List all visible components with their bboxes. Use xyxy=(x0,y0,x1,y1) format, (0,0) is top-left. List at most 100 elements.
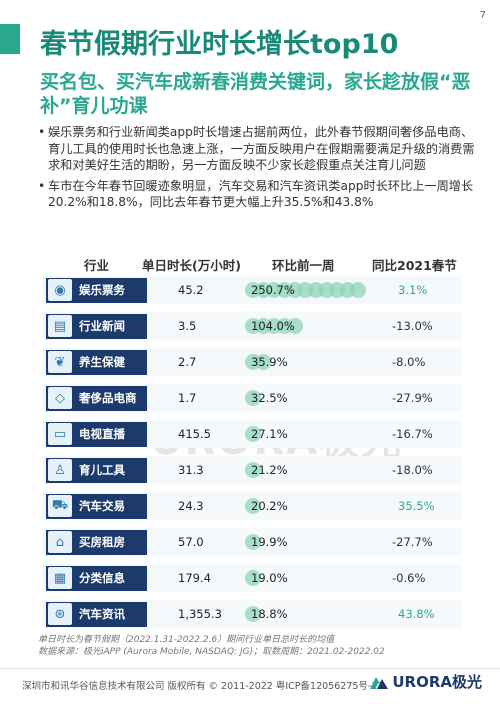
aurora-logo-icon xyxy=(370,676,389,689)
wow-dot xyxy=(245,606,261,622)
tv-icon: ▭ xyxy=(48,423,72,445)
table-row: ◉ 娱乐票务 45.2 250.7% 3.1% xyxy=(0,276,500,304)
yoy-value: -16.7% xyxy=(392,427,433,441)
wow-value: 21.2% xyxy=(251,463,288,477)
daily-hours: 2.7 xyxy=(178,355,197,369)
wow-dot-chart xyxy=(245,570,261,586)
header-yoy: 同比2021春节 xyxy=(372,258,457,273)
yoy-value: 43.8% xyxy=(398,607,435,621)
steering-wheel-icon: ⊛ xyxy=(48,603,72,625)
wow-dot-chart xyxy=(245,462,261,478)
wow-dot-bar xyxy=(244,316,369,336)
wow-dot xyxy=(245,462,261,478)
industry-name: 养生保健 xyxy=(79,355,125,369)
yoy-value: -8.0% xyxy=(392,355,426,369)
industry-name: 娱乐票务 xyxy=(79,283,125,297)
brand-logo: URORA极光 xyxy=(370,671,482,692)
wow-dot-bar xyxy=(244,352,369,372)
daily-hours: 3.5 xyxy=(178,319,197,333)
wow-value: 18.8% xyxy=(251,607,288,621)
wow-dot-chart xyxy=(245,282,366,298)
table-row: ❦ 养生保健 2.7 35.9% -8.0% xyxy=(0,348,500,376)
daily-hours: 1.7 xyxy=(178,391,197,405)
wow-dot-bar xyxy=(244,388,369,408)
wow-value: 250.7% xyxy=(251,283,295,297)
bullet-item: 娱乐票务和行业新闻类app时长增速占据前两位，此外春节假期间奢侈品电商、育儿工具… xyxy=(38,124,478,174)
bullet-item: 车市在今年春节回暖迹象明显，汽车交易和汽车资讯类app时长环比上一周增长20.2… xyxy=(38,178,478,211)
table-row: ▭ 电视直播 415.5 27.1% -16.7% xyxy=(0,420,500,448)
ticket-icon: ◉ xyxy=(48,279,72,301)
table-header: 行业 单日时长(万小时) 环比前一周 同比2021春节 xyxy=(0,255,500,273)
wow-dot xyxy=(287,318,303,334)
leaf-icon: ❦ xyxy=(48,351,72,373)
industry-name: 买房租房 xyxy=(79,535,125,549)
wow-dot-bar xyxy=(244,568,369,588)
table-row: ⊛ 汽车资讯 1,355.3 18.8% 43.8% xyxy=(0,600,500,628)
wow-dot xyxy=(245,534,261,550)
wow-dot-chart xyxy=(245,606,261,622)
footer-copyright: 深圳市和讯华谷信息技术有限公司 版权所有 © 2011-2022 粤ICP备12… xyxy=(22,681,384,692)
wow-dot xyxy=(245,390,261,406)
table-row: ◇ 奢侈品电商 1.7 32.5% -27.9% xyxy=(0,384,500,412)
yoy-value: -18.0% xyxy=(392,463,433,477)
industry-name: 电视直播 xyxy=(79,427,125,441)
baby-bottle-icon: ♙ xyxy=(48,459,72,481)
wow-value: 19.9% xyxy=(251,535,288,549)
table-row: ⛟ 汽车交易 24.3 20.2% 35.5% xyxy=(0,492,500,520)
house-icon: ⌂ xyxy=(48,531,72,553)
wow-dot xyxy=(245,498,261,514)
daily-hours: 45.2 xyxy=(178,283,204,297)
industry-name: 汽车交易 xyxy=(79,499,125,513)
yoy-value: -27.9% xyxy=(392,391,433,405)
wow-dot-chart xyxy=(245,318,303,334)
wow-dot xyxy=(245,426,261,442)
table-row: ♙ 育儿工具 31.3 21.2% -18.0% xyxy=(0,456,500,484)
industry-name: 行业新闻 xyxy=(79,319,125,333)
yoy-value: -0.6% xyxy=(392,571,426,585)
wow-dot-bar xyxy=(244,604,369,624)
brand-name: URORA极光 xyxy=(392,673,482,691)
daily-hours: 1,355.3 xyxy=(178,607,222,621)
wow-dot-bar xyxy=(244,496,369,516)
car-icon: ⛟ xyxy=(48,495,72,517)
table-row: ▤ 行业新闻 3.5 104.0% -13.0% xyxy=(0,312,500,340)
wow-dot-bar xyxy=(244,532,369,552)
yoy-value: -27.7% xyxy=(392,535,433,549)
wow-dot-bar xyxy=(244,280,369,300)
wow-dot-chart xyxy=(245,390,261,406)
title-accent-bar xyxy=(0,24,20,54)
footnote: 单日时长为春节假期（2022.1.31-2022.2.6）期间行业单日总时长的均… xyxy=(38,634,478,658)
industry-name: 育儿工具 xyxy=(79,463,125,477)
footnote-definition: 单日时长为春节假期（2022.1.31-2022.2.6）期间行业单日总时长的均… xyxy=(38,635,335,645)
grid-icon: ▦ xyxy=(48,567,72,589)
bullet-list: 娱乐票务和行业新闻类app时长增速占据前两位，此外春节假期间奢侈品电商、育儿工具… xyxy=(38,124,478,215)
daily-hours: 415.5 xyxy=(178,427,211,441)
daily-hours: 179.4 xyxy=(178,571,211,585)
wow-value: 104.0% xyxy=(251,319,295,333)
daily-hours: 24.3 xyxy=(178,499,204,513)
table-row: ⌂ 买房租房 57.0 19.9% -27.7% xyxy=(0,528,500,556)
footnote-source: 数据来源：极光iAPP (Aurora Mobile, NASDAQ: JG)；… xyxy=(38,647,385,657)
wow-dot-chart xyxy=(245,426,261,442)
wow-dot-bar xyxy=(244,460,369,480)
diamond-icon: ◇ xyxy=(48,387,72,409)
table-row: ▦ 分类信息 179.4 19.0% -0.6% xyxy=(0,564,500,592)
wow-value: 32.5% xyxy=(251,391,288,405)
wow-value: 19.0% xyxy=(251,571,288,585)
wow-dot-chart xyxy=(245,498,261,514)
page-title: 春节假期行业时长增长top10 xyxy=(40,29,399,60)
wow-dot xyxy=(350,282,366,298)
subtitle: 买名包、买汽车成新春消费关键词，家长趁放假“恶补”育儿功课 xyxy=(40,71,471,117)
yoy-value: -13.0% xyxy=(392,319,433,333)
wow-value: 27.1% xyxy=(251,427,288,441)
wow-dot-chart xyxy=(245,354,272,370)
industry-name: 奢侈品电商 xyxy=(79,391,137,405)
wow-value: 35.9% xyxy=(251,355,288,369)
wow-dot xyxy=(245,570,261,586)
wow-dot xyxy=(255,354,272,370)
daily-hours: 57.0 xyxy=(178,535,204,549)
wow-dot-bar xyxy=(244,424,369,444)
yoy-value: 35.5% xyxy=(398,499,435,513)
header-wow: 环比前一周 xyxy=(272,258,335,273)
wow-dot-chart xyxy=(245,534,261,550)
